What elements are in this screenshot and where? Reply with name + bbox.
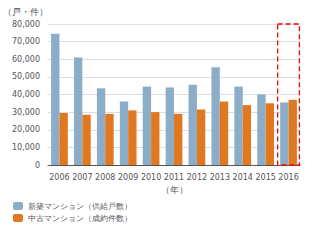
svg-text:2006: 2006 bbox=[49, 173, 69, 182]
svg-text:2008: 2008 bbox=[95, 173, 115, 182]
svg-text:2016: 2016 bbox=[278, 173, 298, 182]
svg-text:2015: 2015 bbox=[255, 173, 275, 182]
svg-text:2013: 2013 bbox=[210, 173, 230, 182]
svg-text:60,000: 60,000 bbox=[12, 55, 40, 64]
svg-text:2009: 2009 bbox=[118, 173, 138, 182]
svg-text:50,000: 50,000 bbox=[12, 72, 40, 81]
svg-text:40,000: 40,000 bbox=[12, 90, 40, 99]
svg-text:20,000: 20,000 bbox=[12, 125, 40, 134]
svg-text:（年）: （年） bbox=[161, 185, 188, 195]
svg-text:2010: 2010 bbox=[141, 173, 161, 182]
svg-text:0: 0 bbox=[35, 161, 40, 170]
svg-text:30,000: 30,000 bbox=[12, 108, 40, 117]
svg-text:2012: 2012 bbox=[187, 173, 207, 182]
svg-text:80,000: 80,000 bbox=[12, 20, 40, 29]
svg-text:2011: 2011 bbox=[164, 173, 184, 182]
svg-text:2014: 2014 bbox=[233, 173, 253, 182]
svg-text:70,000: 70,000 bbox=[12, 37, 40, 46]
svg-text:新築マンション（供給戸数）: 新築マンション（供給戸数） bbox=[28, 202, 132, 211]
svg-text:10,000: 10,000 bbox=[12, 143, 40, 152]
svg-text:（戸・件）: （戸・件） bbox=[3, 7, 48, 17]
svg-text:2007: 2007 bbox=[72, 173, 92, 182]
svg-text:中古マンション（成約件数）: 中古マンション（成約件数） bbox=[28, 214, 132, 223]
